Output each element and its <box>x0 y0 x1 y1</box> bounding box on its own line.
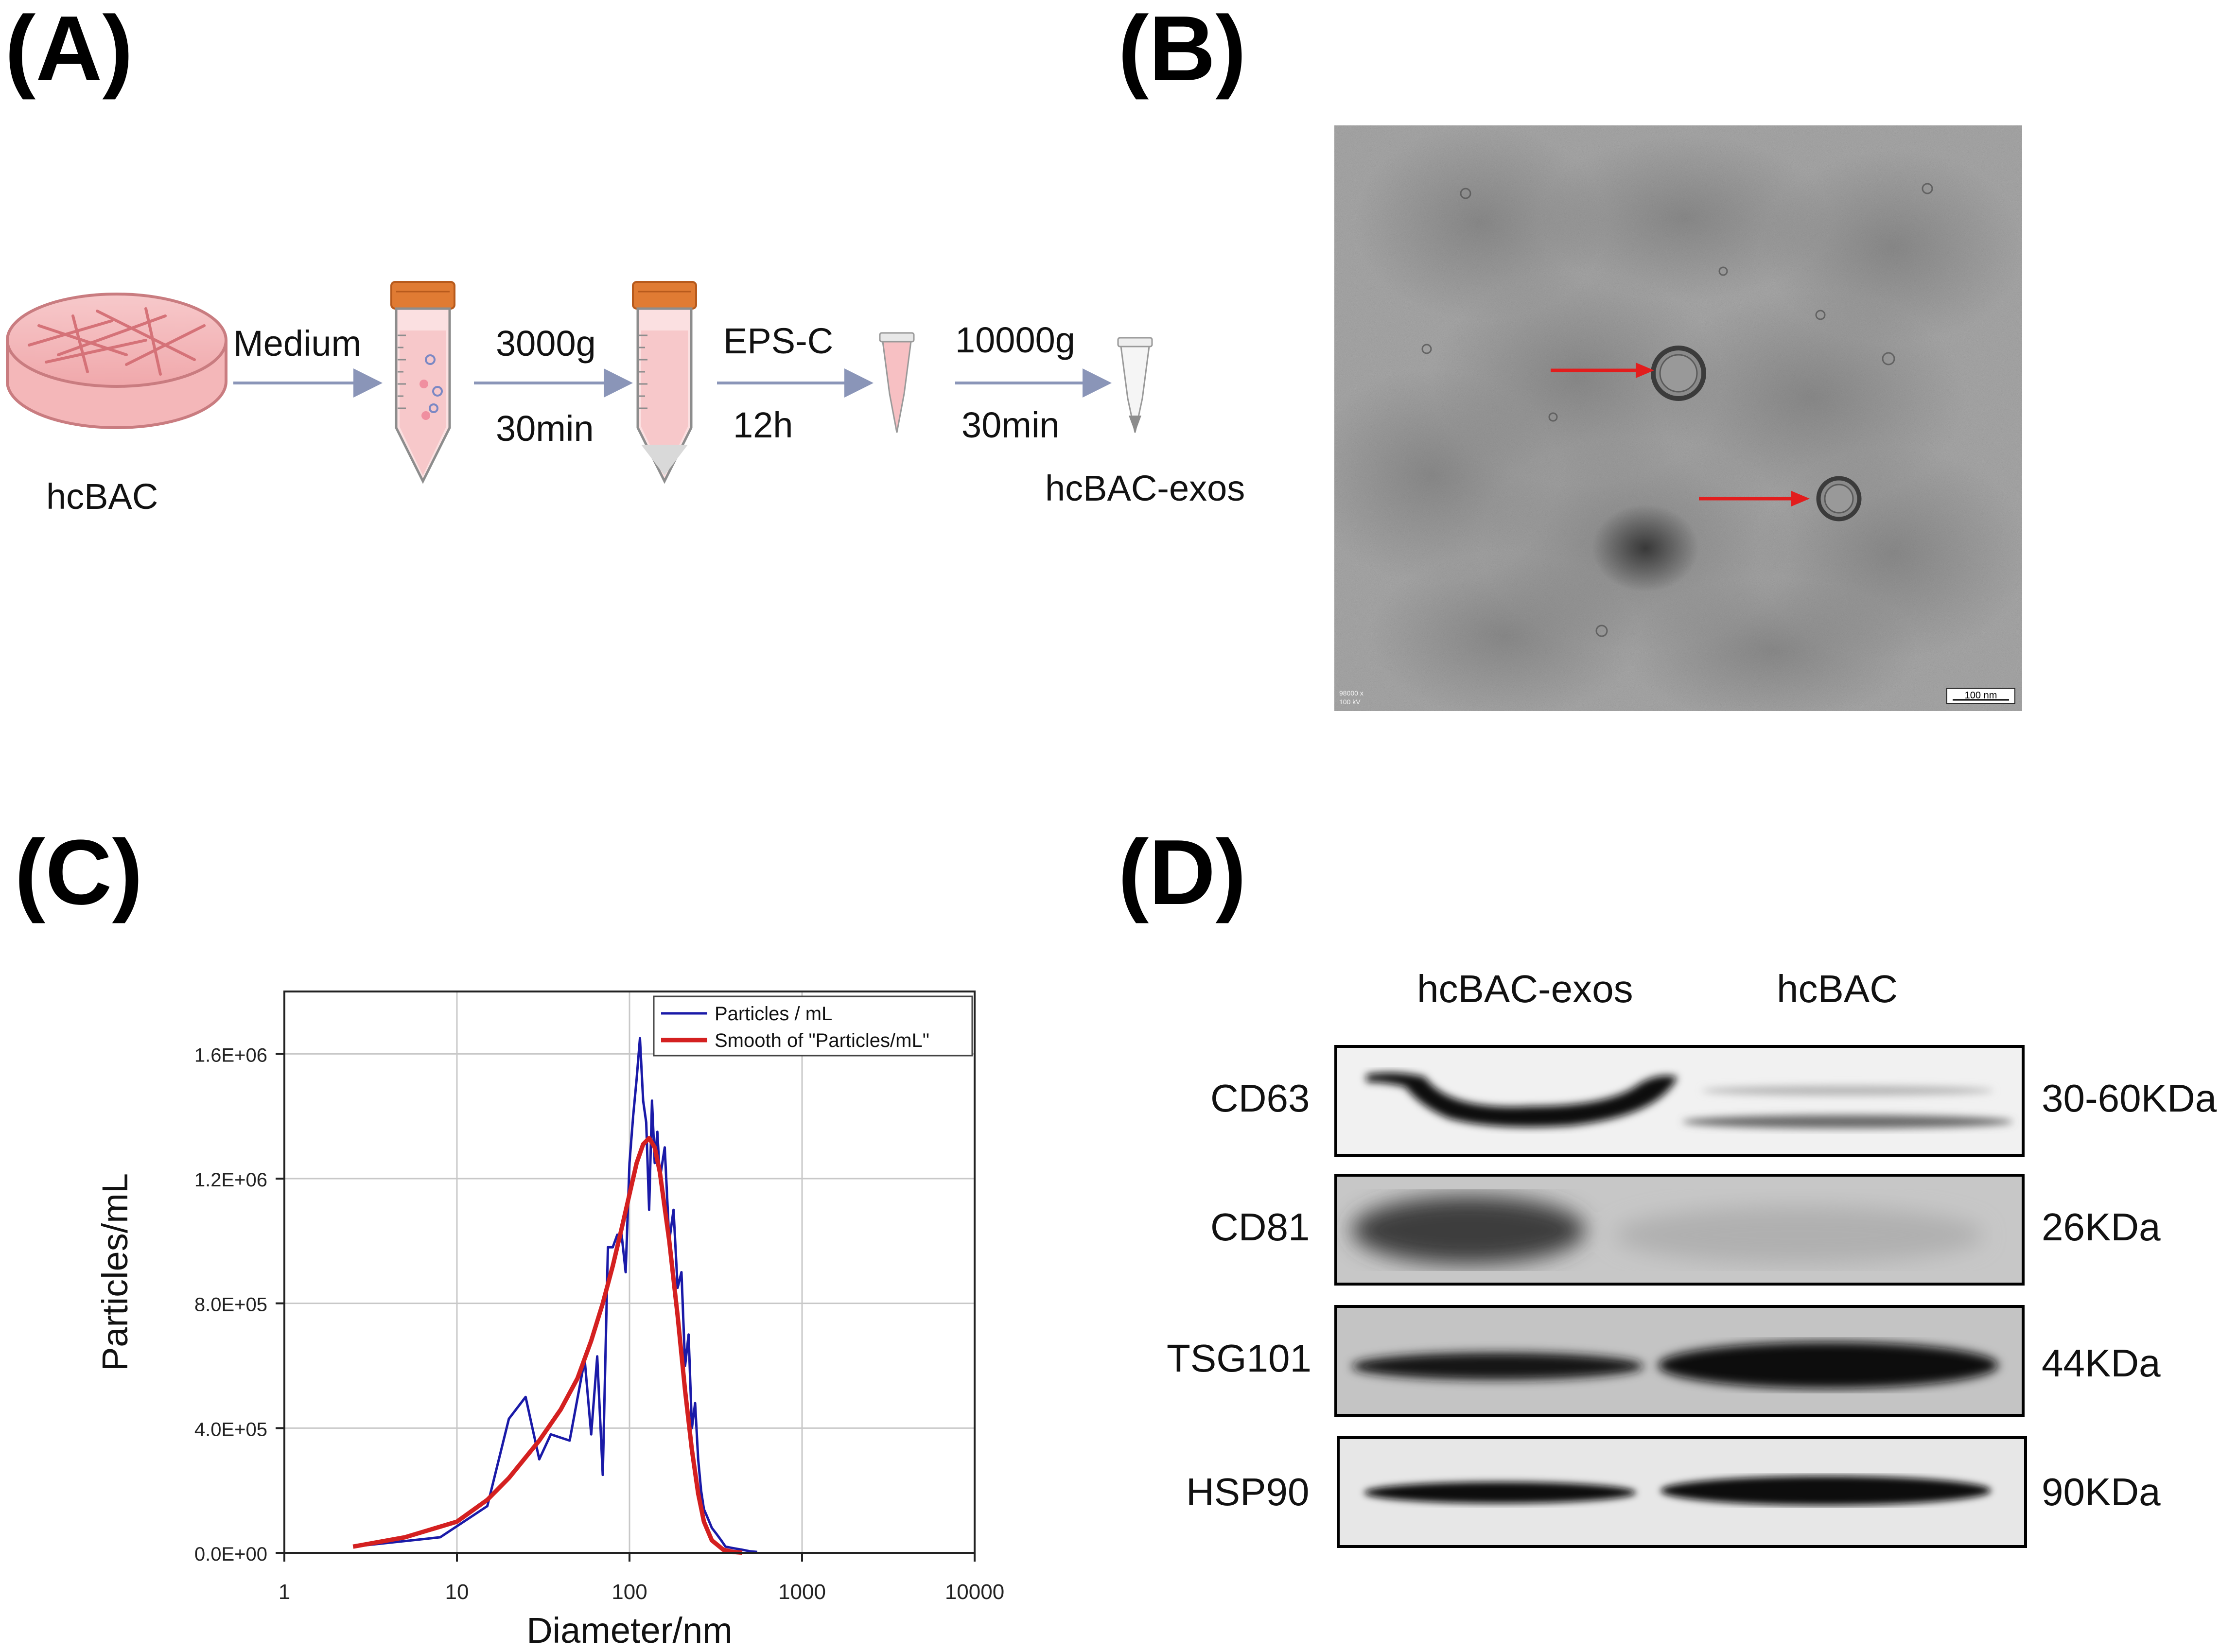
panel-label-c: (C) <box>15 821 143 924</box>
arrow-marker <box>1699 491 1810 506</box>
size-label-cd63: 30-60KDa <box>2042 1077 2217 1120</box>
x-tick-label: 100 <box>612 1580 647 1604</box>
lane-label-hcbac: hcBAC <box>1777 967 1898 1010</box>
vesicle <box>1651 346 1706 401</box>
y-tick-label: 1.2E+06 <box>194 1169 267 1191</box>
y-tick-label: 4.0E+05 <box>194 1419 267 1440</box>
workflow-diagram <box>6 281 1153 484</box>
blot-row-tsg101 <box>1334 1305 2025 1417</box>
protein-label-cd63: CD63 <box>1210 1077 1310 1120</box>
vesicle <box>1816 476 1862 522</box>
size-label-hsp90: 90KDa <box>2042 1470 2161 1513</box>
petri-dish-icon <box>6 293 227 429</box>
protein-label-tsg101: TSG101 <box>1167 1337 1311 1380</box>
x-tick-label: 1 <box>279 1580 290 1604</box>
x-tick-label: 10000 <box>945 1580 1004 1604</box>
scale-bar-label: 100 nm <box>1964 690 1997 701</box>
microcentrifuge-tube-icon <box>879 332 915 433</box>
blot-row-cd81 <box>1334 1174 2025 1286</box>
centrifuge-tube-icon <box>390 281 455 484</box>
size-label-cd81: 26KDa <box>2042 1205 2161 1249</box>
workflow-step-2-bottom: 30min <box>496 408 594 449</box>
blot-row-hsp90 <box>1337 1436 2027 1548</box>
workflow-source-label: hcBAC <box>46 476 158 517</box>
workflow-step-4-top: 10000g <box>955 320 1075 360</box>
protein-label-hsp90: HSP90 <box>1186 1470 1310 1513</box>
x-tick-label: 1000 <box>778 1580 826 1604</box>
legend-label-1: Particles / mL <box>715 1003 832 1025</box>
protein-label-cd81: CD81 <box>1210 1205 1310 1249</box>
scale-bar <box>1946 688 2015 704</box>
workflow-product-label: hcBAC-exos <box>1045 468 1245 508</box>
tem-info-line-1: 98000 x <box>1339 689 1363 697</box>
panel-label-a: (A) <box>5 0 133 100</box>
lane-label-hcbac-exos: hcBAC-exos <box>1417 967 1633 1010</box>
arrow-marker <box>1551 363 1654 378</box>
x-tick-label: 10 <box>445 1580 469 1604</box>
legend-label-2: Smooth of "Particles/mL" <box>715 1030 929 1051</box>
size-distribution-chart: 1 10 100 1000 10000 0.0E+00 4.0E+05 8.0E+05 1.2E… <box>95 991 1004 1651</box>
series-line-2 <box>352 1136 743 1555</box>
microcentrifuge-tube-icon <box>1117 337 1153 433</box>
tem-info-line-2: 100 kV <box>1339 698 1361 706</box>
panel-label-b: (B) <box>1118 0 1246 100</box>
workflow-step-3-bottom: 12h <box>733 405 793 445</box>
y-tick-label: 1.6E+06 <box>194 1044 267 1066</box>
panel-label-d: (D) <box>1118 821 1246 924</box>
x-axis-title: Diameter/nm <box>526 1610 733 1651</box>
workflow-step-4-bottom: 30min <box>961 405 1060 445</box>
chart-legend <box>653 995 973 1057</box>
size-label-tsg101: 44KDa <box>2042 1341 2161 1385</box>
blot-row-cd63 <box>1334 1045 2025 1157</box>
y-tick-label: 0.0E+00 <box>194 1544 267 1565</box>
tem-micrograph <box>1334 125 2022 711</box>
centrifuge-tube-icon <box>632 281 697 484</box>
workflow-step-3-top: EPS-C <box>723 321 834 361</box>
y-axis-title: Particles/mL <box>95 1173 135 1371</box>
workflow-step-1-top: Medium <box>233 323 362 364</box>
y-tick-label: 8.0E+05 <box>194 1294 267 1316</box>
workflow-step-2-top: 3000g <box>496 323 596 364</box>
